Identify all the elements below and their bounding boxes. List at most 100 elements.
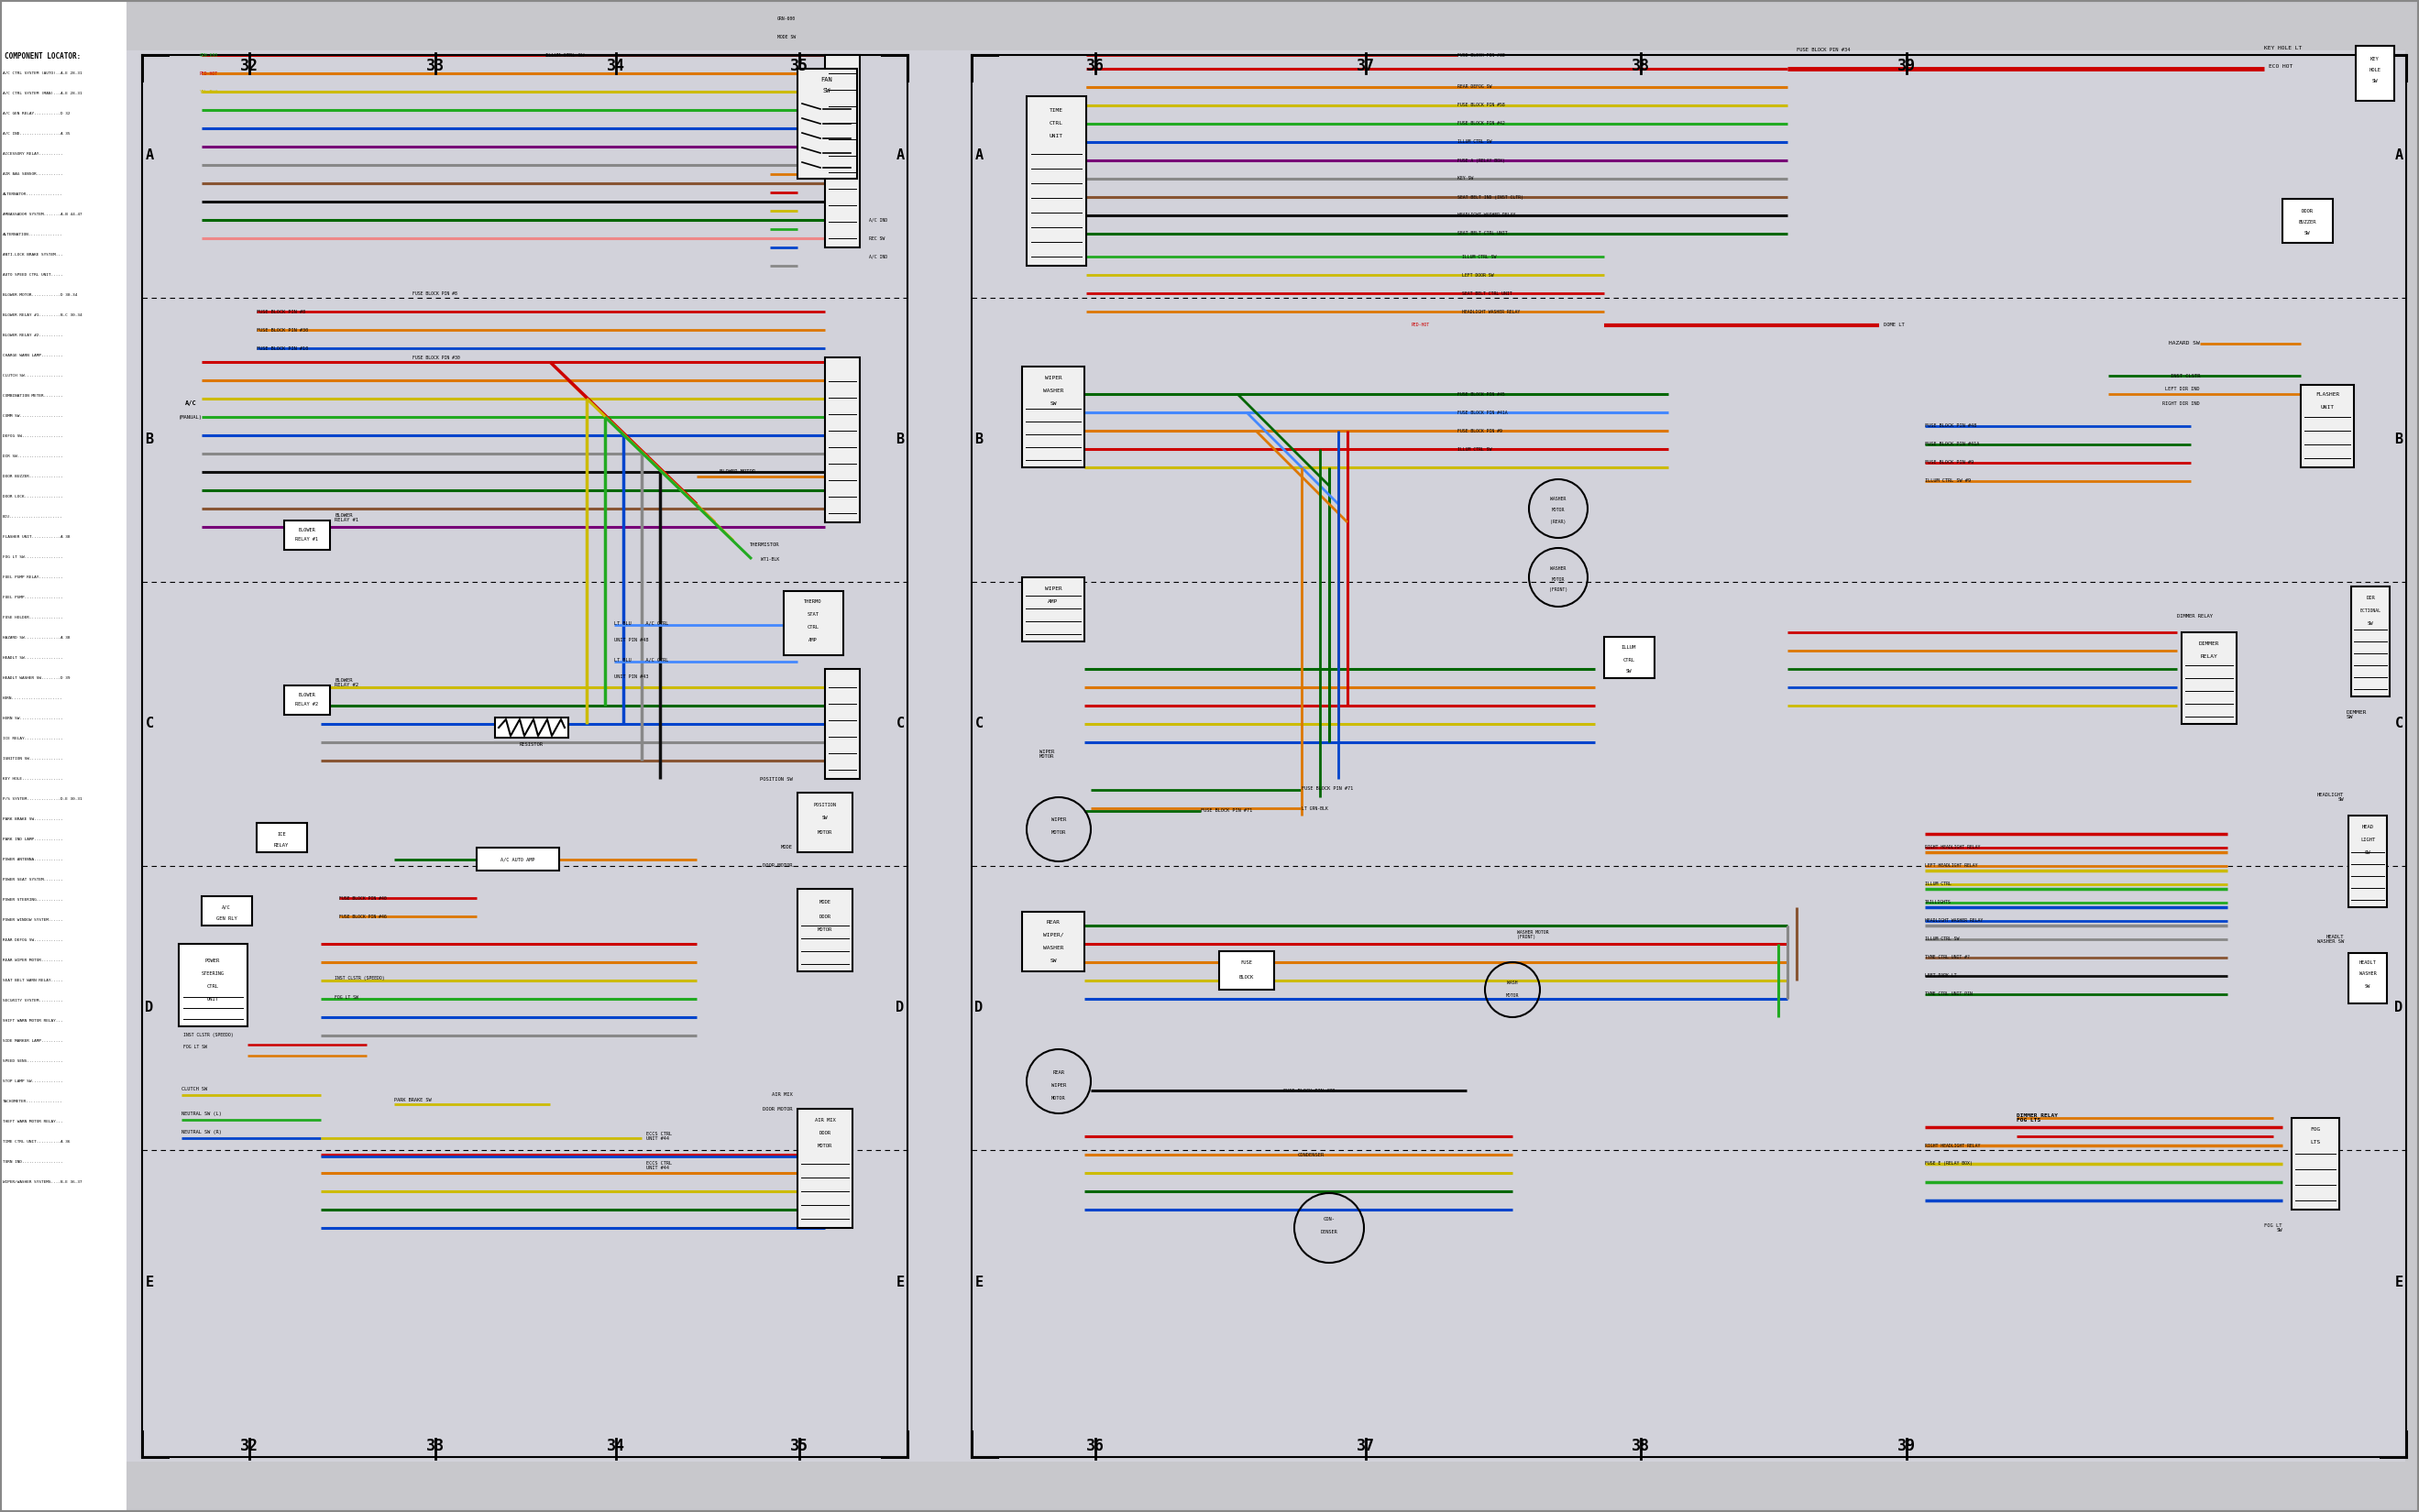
- Text: ECU......................: ECU......................: [2, 516, 63, 519]
- Text: CTRL: CTRL: [808, 626, 820, 631]
- Text: A/C: A/C: [184, 401, 196, 405]
- Text: FOG: FOG: [2310, 1126, 2320, 1131]
- Text: (REAR): (REAR): [1551, 519, 1565, 523]
- Text: ILLUM CTRL SW: ILLUM CTRL SW: [1926, 937, 1959, 942]
- Text: BLOWER: BLOWER: [298, 528, 314, 532]
- Bar: [798, 889, 851, 971]
- Text: HORN.....................: HORN.....................: [2, 697, 63, 700]
- Text: SW: SW: [2366, 984, 2371, 989]
- Text: FUEL PUMP RELAY..........: FUEL PUMP RELAY..........: [2, 576, 63, 579]
- Text: 32: 32: [239, 1438, 259, 1455]
- Text: PARK BRAKE SW............: PARK BRAKE SW............: [2, 818, 63, 821]
- Text: A/C IND: A/C IND: [868, 218, 888, 222]
- Text: POWER ANTENNA............: POWER ANTENNA............: [2, 857, 63, 862]
- Bar: [283, 520, 329, 550]
- Text: FUSE HOLDER..............: FUSE HOLDER..............: [2, 615, 63, 620]
- Text: ILLUM: ILLUM: [1621, 646, 1635, 650]
- Text: MODE: MODE: [781, 845, 793, 850]
- Text: MOTOR: MOTOR: [1551, 508, 1565, 513]
- Text: 34: 34: [607, 57, 624, 74]
- Text: GRN-600: GRN-600: [201, 53, 218, 57]
- Text: FUSE BLOCK PIN #45: FUSE BLOCK PIN #45: [1459, 392, 1505, 396]
- Text: CON-: CON-: [1323, 1217, 1335, 1222]
- Text: (MANUAL): (MANUAL): [179, 414, 203, 419]
- Text: LEFT PARK LT: LEFT PARK LT: [1926, 974, 1957, 978]
- Text: 35: 35: [791, 1438, 808, 1455]
- Text: UNIT PIN #43: UNIT PIN #43: [614, 674, 648, 679]
- Text: B: B: [2395, 432, 2402, 446]
- Text: MOTOR: MOTOR: [1551, 578, 1565, 582]
- Text: CTRL: CTRL: [1623, 658, 1635, 662]
- Text: FUSE: FUSE: [1241, 960, 1253, 965]
- Text: THEFT WARN MOTOR RELAY...: THEFT WARN MOTOR RELAY...: [2, 1120, 63, 1123]
- Text: ECO HOT: ECO HOT: [2269, 64, 2293, 68]
- Text: LEFT DIR IND: LEFT DIR IND: [2165, 387, 2199, 392]
- Text: CLUTCH SW: CLUTCH SW: [181, 1086, 208, 1092]
- Text: ALTERNATOR...............: ALTERNATOR...............: [2, 192, 63, 197]
- Text: FUSE BLOCK PIN #42: FUSE BLOCK PIN #42: [1459, 121, 1505, 125]
- Text: SW: SW: [822, 88, 830, 94]
- Text: WASHER: WASHER: [1551, 497, 1565, 502]
- Text: UNIT: UNIT: [206, 996, 218, 1001]
- Text: MOTOR: MOTOR: [1052, 1096, 1067, 1101]
- Text: RELAY #1: RELAY #1: [295, 537, 319, 541]
- Text: SPEED SENS...............: SPEED SENS...............: [2, 1060, 63, 1063]
- Text: THERMO: THERMO: [803, 600, 822, 605]
- Text: TYME CTRL UNIT PIN: TYME CTRL UNIT PIN: [1926, 992, 1971, 996]
- Text: SW: SW: [1626, 668, 1633, 673]
- Text: DIMMER: DIMMER: [2199, 641, 2218, 646]
- Text: TURN IND.................: TURN IND.................: [2, 1160, 63, 1164]
- Text: FUSE BLOCK PIN #9: FUSE BLOCK PIN #9: [1926, 461, 1974, 466]
- Text: (FRONT): (FRONT): [1548, 588, 1568, 593]
- Text: BLOWER
RELAY #2: BLOWER RELAY #2: [334, 677, 358, 688]
- Text: RIGHT HEADLIGHT RELAY: RIGHT HEADLIGHT RELAY: [1926, 1143, 1981, 1148]
- Text: GRN-600: GRN-600: [776, 17, 796, 21]
- Text: AMP: AMP: [1047, 599, 1060, 603]
- Text: SEAT BELT IND (INST CLTR): SEAT BELT IND (INST CLTR): [1459, 195, 1524, 200]
- Text: POSITION: POSITION: [813, 803, 837, 807]
- Text: AIR BAG SENSOR...........: AIR BAG SENSOR...........: [2, 172, 63, 175]
- Text: LT BLU     A/C CTRL: LT BLU A/C CTRL: [614, 621, 668, 626]
- Bar: [784, 591, 844, 655]
- Text: HEADLIGHT WASHER RELAY: HEADLIGHT WASHER RELAY: [1459, 213, 1514, 218]
- Text: FUSE BLOCK PIN #46: FUSE BLOCK PIN #46: [339, 915, 387, 919]
- Text: REAR: REAR: [1052, 1070, 1064, 1075]
- Text: KEY HOLE.................: KEY HOLE.................: [2, 777, 63, 780]
- Text: CLUTCH SW................: CLUTCH SW................: [2, 373, 63, 378]
- Text: HEADLIGHT WASHER RELAY: HEADLIGHT WASHER RELAY: [1926, 919, 1984, 924]
- Text: FUSE BLOCK PIN #30: FUSE BLOCK PIN #30: [414, 355, 460, 360]
- Text: UNIT: UNIT: [1050, 133, 1062, 138]
- Text: DOOR MOTOR: DOOR MOTOR: [762, 1107, 793, 1111]
- Bar: [477, 848, 559, 871]
- Text: POWER WINDOW SYSTEM......: POWER WINDOW SYSTEM......: [2, 918, 63, 922]
- Text: FUSE BLOCK PIN #10: FUSE BLOCK PIN #10: [256, 346, 307, 351]
- Text: HORN SW..................: HORN SW..................: [2, 717, 63, 720]
- Bar: [2356, 45, 2395, 101]
- Text: SW: SW: [822, 815, 827, 820]
- Text: DIMMER
SW: DIMMER SW: [2346, 709, 2368, 720]
- Text: MOTOR: MOTOR: [1507, 993, 1519, 998]
- Text: RIGHT DIR IND: RIGHT DIR IND: [2163, 401, 2199, 405]
- Text: ACCESSORY RELAY..........: ACCESSORY RELAY..........: [2, 153, 63, 156]
- Text: FOG LT SW................: FOG LT SW................: [2, 555, 63, 559]
- Text: DIR: DIR: [2366, 596, 2375, 600]
- Text: 37: 37: [1357, 1438, 1374, 1455]
- Text: KEY SW: KEY SW: [1459, 177, 1473, 181]
- Text: FLASHER: FLASHER: [2315, 392, 2339, 396]
- Text: WIPER/WASHER SYSTEMS....B-E 36-37: WIPER/WASHER SYSTEMS....B-E 36-37: [2, 1181, 82, 1184]
- Text: DIMMER RELAY
FOG LTS: DIMMER RELAY FOG LTS: [2017, 1113, 2059, 1123]
- Text: 37: 37: [1357, 57, 1374, 74]
- Text: SW: SW: [1050, 401, 1057, 405]
- Text: FUEL PUMP................: FUEL PUMP................: [2, 596, 63, 599]
- Text: ALTERNATION..............: ALTERNATION..............: [2, 233, 63, 236]
- Text: BLOWER
RELAY #1: BLOWER RELAY #1: [334, 513, 358, 523]
- Text: WASHER: WASHER: [1551, 565, 1565, 570]
- Text: REAR DEFOG SW: REAR DEFOG SW: [1459, 85, 1493, 89]
- Text: DIR SW...................: DIR SW...................: [2, 455, 63, 458]
- Text: FUSE BLOCK PIN #40: FUSE BLOCK PIN #40: [339, 895, 387, 900]
- Text: FUSE BLOCK PIN #38: FUSE BLOCK PIN #38: [1459, 53, 1505, 57]
- Bar: [798, 792, 851, 853]
- Text: A/C CTRL SYSTEM (MAN)...A-E 28-31: A/C CTRL SYSTEM (MAN)...A-E 28-31: [2, 92, 82, 95]
- Bar: [1604, 637, 1655, 677]
- Bar: [1023, 912, 1084, 971]
